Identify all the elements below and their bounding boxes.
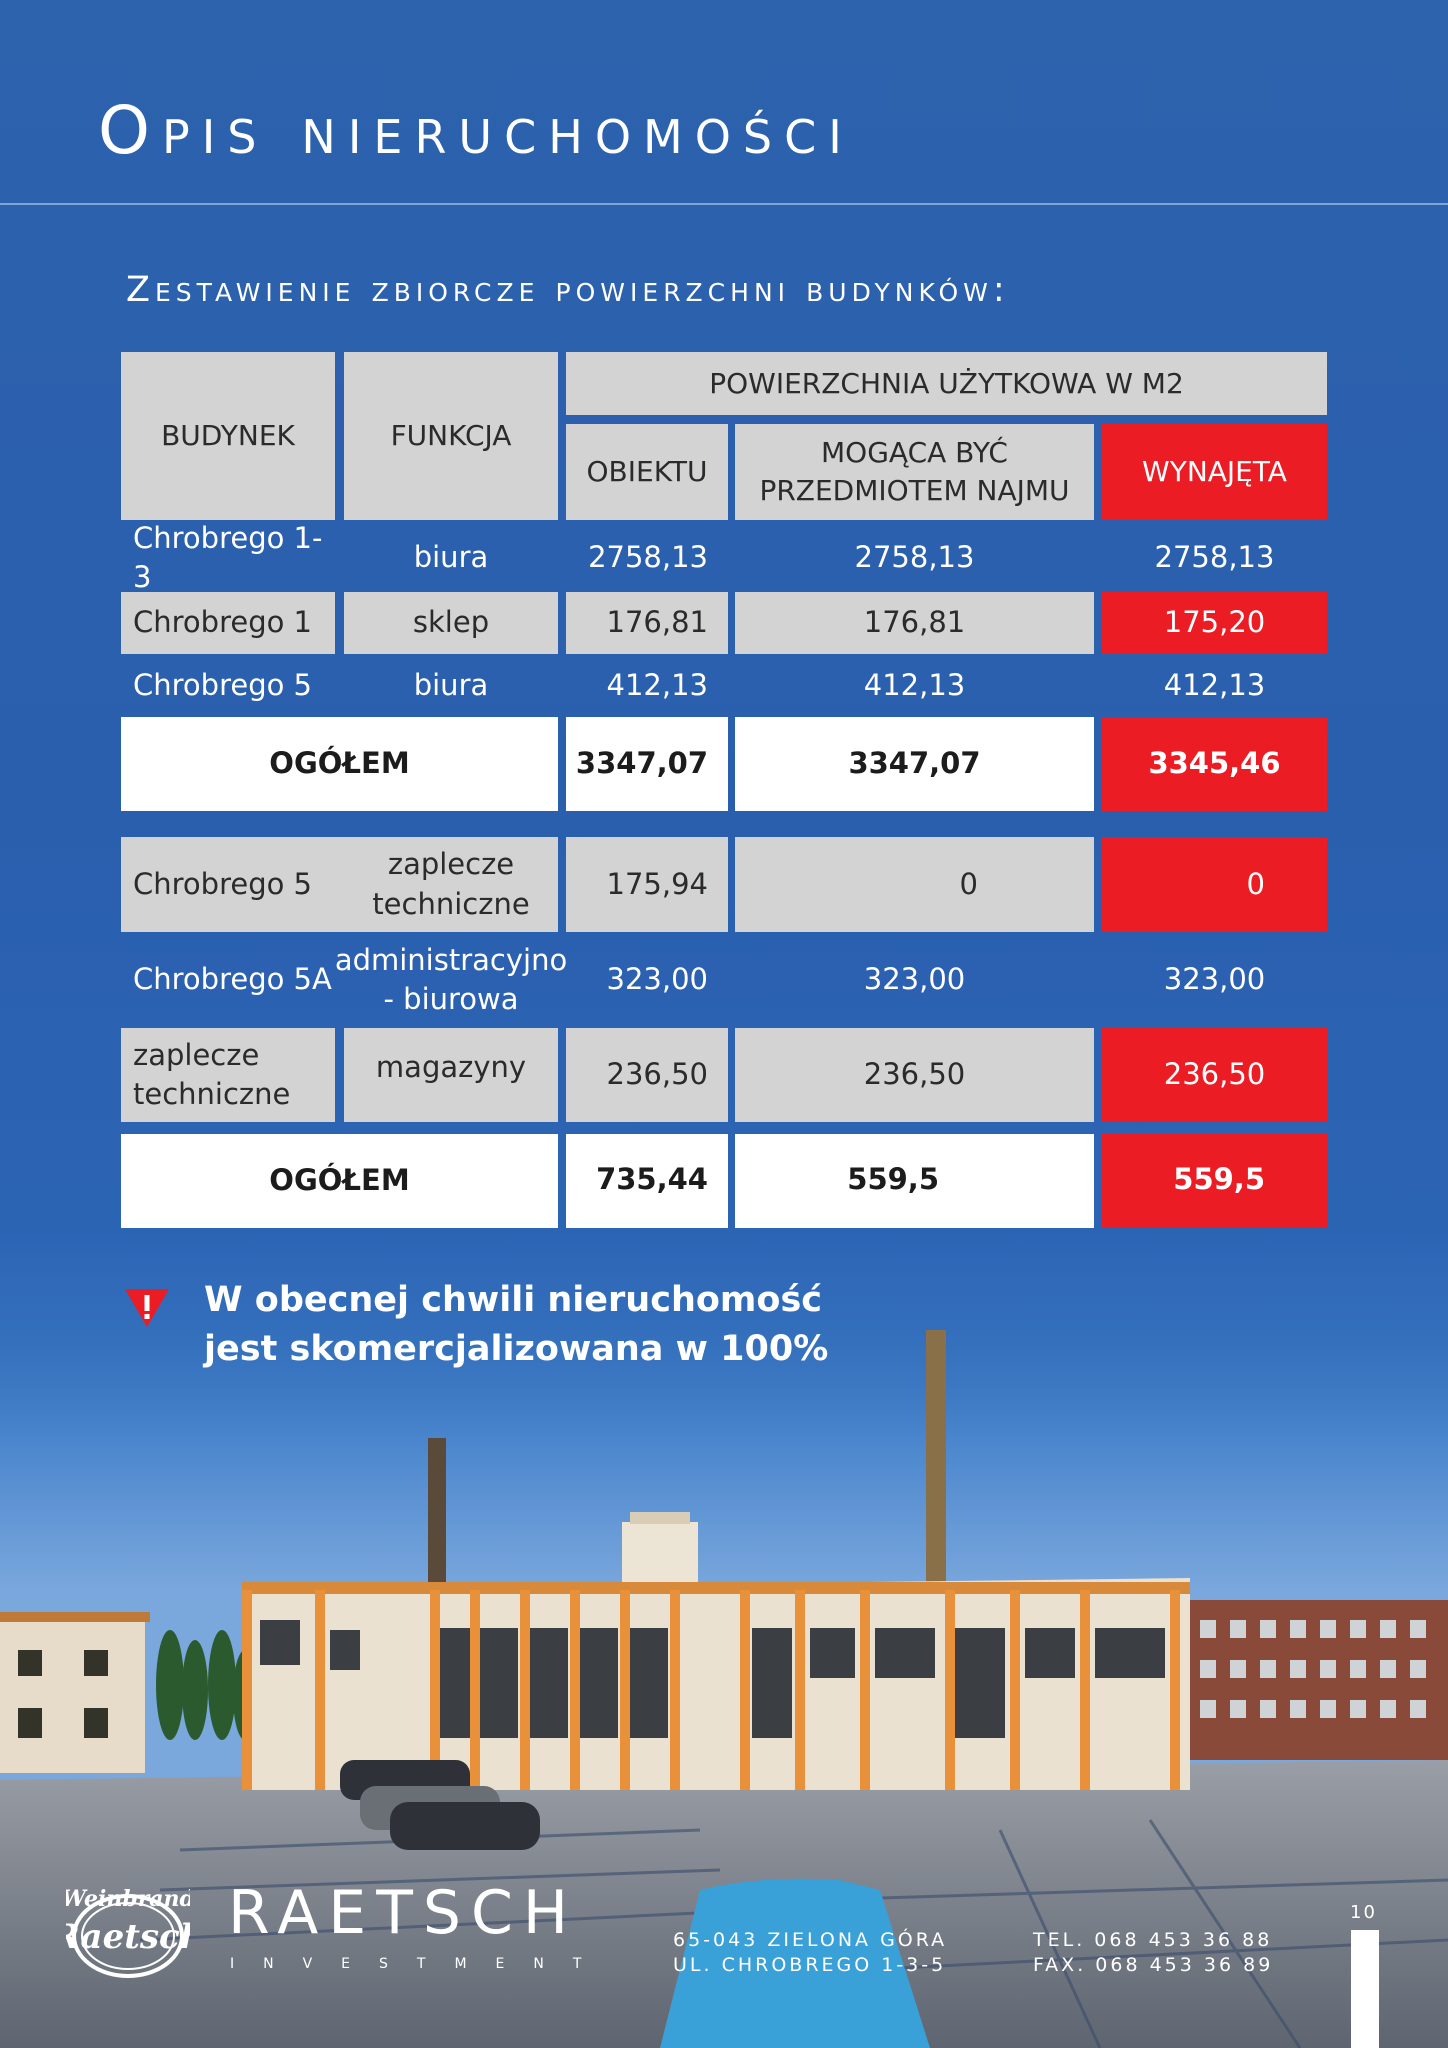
row2-building: Chrobrego 1 xyxy=(121,592,335,654)
row6-rentable: 323,00 xyxy=(863,962,966,997)
page-marker-bar xyxy=(1351,1930,1379,2048)
page-title: Opis nieruchomości xyxy=(98,92,854,169)
row3-function: biura xyxy=(413,668,489,703)
total1-rented: 3345,46 xyxy=(1102,717,1327,811)
section-subtitle: Zestawienie zbiorcze powierzchni budynkó… xyxy=(126,270,1010,310)
row6-rented: 323,00 xyxy=(1163,962,1266,997)
row7-building: zaplecze techniczne xyxy=(121,1028,335,1122)
notice-line-1: W obecnej chwili nieruchomość xyxy=(204,1280,823,1320)
row2-function: sklep xyxy=(344,592,558,654)
brand-subtitle: INVESTMENT xyxy=(230,1956,611,1972)
row7-object: 236,50 xyxy=(566,1028,728,1122)
header-area-group: POWIERZCHNIA UŻYTKOWA W M2 xyxy=(566,352,1327,415)
header-rentable: MOGĄCA BYĆ PRZEDMIOTEM NAJMU xyxy=(735,424,1094,520)
address-line-1: 65-043 ZIELONA GÓRA xyxy=(673,1929,948,1951)
row5-band xyxy=(121,837,558,932)
header-rented: WYNAJĘTA xyxy=(1102,424,1327,520)
row2-rented: 175,20 xyxy=(1102,592,1327,654)
fax-number: FAX. 068 453 36 89 xyxy=(1033,1954,1274,1976)
row5-function: zaplecze techniczne xyxy=(372,847,530,921)
row7-rentable: 236,50 xyxy=(735,1028,1094,1122)
warning-triangle-icon xyxy=(125,1289,169,1327)
header-function: FUNKCJA xyxy=(344,352,558,520)
row6-function: administracyjno - biurowa xyxy=(334,942,568,1016)
brand-name: RAETSCH xyxy=(228,1878,578,1948)
total1-label: OGÓŁEM xyxy=(121,717,558,811)
row3-rented: 412,13 xyxy=(1163,668,1266,703)
total2-label: OGÓŁEM xyxy=(121,1134,558,1228)
row2-rentable: 176,81 xyxy=(735,592,1094,654)
phone-number: TEL. 068 453 36 88 xyxy=(1033,1929,1273,1951)
row6-building: Chrobrego 5A xyxy=(133,962,332,997)
row6-object: 323,00 xyxy=(606,962,708,997)
total1-rentable: 3347,07 xyxy=(735,717,1094,811)
total2-object: 735,44 xyxy=(566,1134,728,1228)
row1-rentable: 2758,13 xyxy=(854,540,975,575)
notice-line-2: jest skomercjalizowana w 100% xyxy=(204,1329,829,1369)
weinbrand-raetsch-logo: Weinbrand Raetsch xyxy=(66,1886,190,1978)
row2-object: 176,81 xyxy=(566,592,728,654)
building-photo xyxy=(0,1290,1448,2048)
address-line-2: UL. CHROBREGO 1-3-5 xyxy=(673,1954,947,1976)
row3-building: Chrobrego 5 xyxy=(133,668,313,703)
row3-rentable: 412,13 xyxy=(863,668,966,703)
row7-rented: 236,50 xyxy=(1102,1028,1327,1122)
total2-rented: 559,5 xyxy=(1102,1134,1327,1228)
contact-info: TEL. 068 453 36 88 FAX. 068 453 36 89 xyxy=(1033,1928,1273,1978)
total1-object: 3347,07 xyxy=(566,717,728,811)
row5-building: Chrobrego 5 xyxy=(133,866,313,901)
title-divider xyxy=(0,203,1448,205)
row1-building: Chrobrego 1-3 xyxy=(133,520,323,594)
address: 65-043 ZIELONA GÓRA UL. CHROBREGO 1-3-5 xyxy=(673,1928,947,1978)
row5-rentable: 0 xyxy=(735,837,1094,932)
total2-rentable: 559,5 xyxy=(735,1134,1094,1228)
row7-function: magazyny xyxy=(344,1028,558,1122)
page-number: 10 xyxy=(1350,1902,1377,1923)
row1-object: 2758,13 xyxy=(588,540,708,575)
header-building: BUDYNEK xyxy=(121,352,335,520)
logo-text-weinbrand: Weinbrand xyxy=(66,1886,190,1912)
row1-function: biura xyxy=(413,540,489,575)
row3-object: 412,13 xyxy=(606,668,708,703)
row5-object: 175,94 xyxy=(566,837,728,932)
commercialization-notice: W obecnej chwili nieruchomość jest skome… xyxy=(204,1276,828,1374)
row5-rented: 0 xyxy=(1102,837,1327,932)
header-object: OBIEKTU xyxy=(566,424,728,520)
logo-text-raetsch: Raetsch xyxy=(66,1917,190,1957)
row1-rented: 2758,13 xyxy=(1154,540,1275,575)
